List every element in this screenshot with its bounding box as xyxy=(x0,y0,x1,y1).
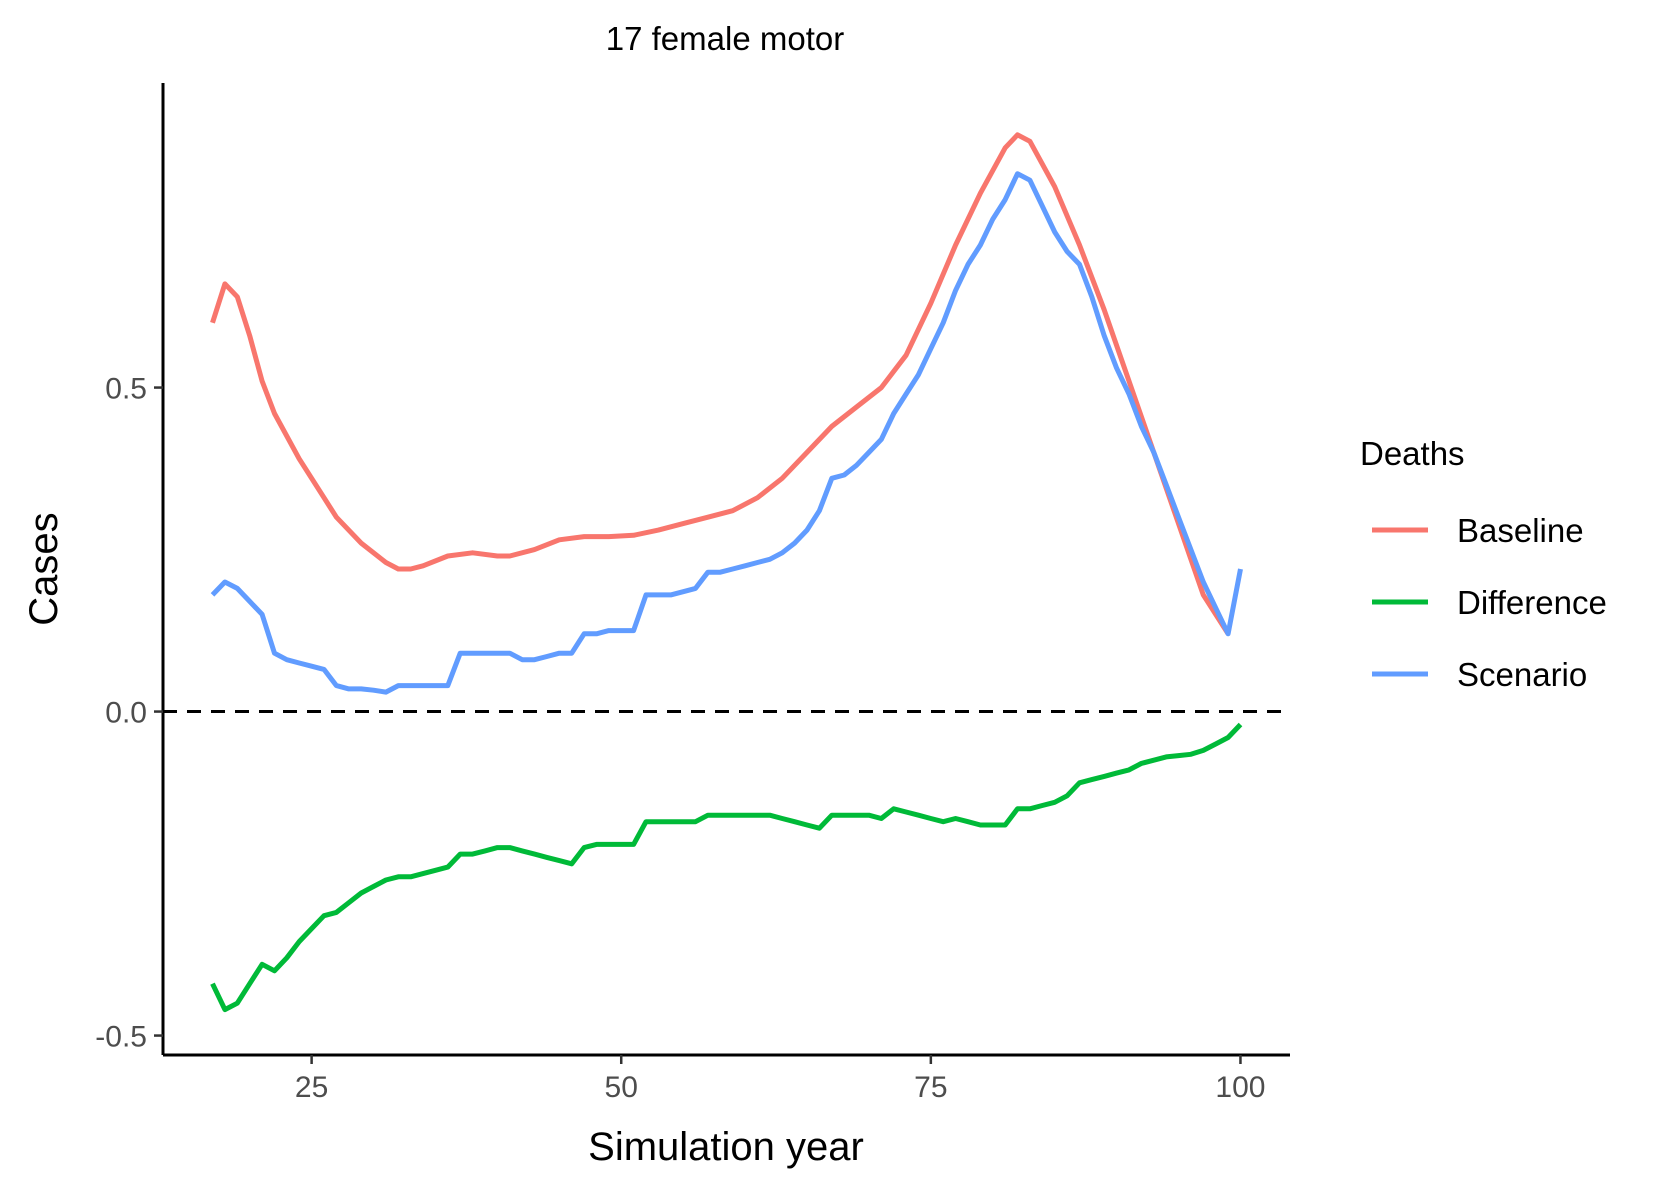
y-tick-label: 0.0 xyxy=(105,697,147,730)
y-axis-title: Cases xyxy=(22,512,66,625)
legend-label-scenario: Scenario xyxy=(1457,656,1587,693)
legend-label-difference: Difference xyxy=(1457,584,1607,621)
legend-title: Deaths xyxy=(1360,435,1465,472)
plot-title: 17 female motor xyxy=(606,20,844,57)
series-line-baseline xyxy=(210,132,1231,636)
x-tick-label: 50 xyxy=(605,1071,638,1104)
y-axis-ticks: -0.5 0.0 0.5 xyxy=(95,373,163,1054)
series-line-difference xyxy=(210,722,1243,1013)
legend: Deaths Baseline Difference Scenario xyxy=(1360,435,1607,693)
legend-label-baseline: Baseline xyxy=(1457,512,1584,549)
series-line-scenario xyxy=(210,171,1243,695)
x-tick-label: 25 xyxy=(295,1071,328,1104)
x-axis-title: Simulation year xyxy=(588,1125,864,1169)
y-tick-label: 0.5 xyxy=(105,373,147,406)
plot-area xyxy=(163,132,1290,1013)
x-tick-label: 100 xyxy=(1215,1071,1265,1104)
y-tick-label: -0.5 xyxy=(95,1021,147,1054)
x-tick-label: 75 xyxy=(914,1071,947,1104)
x-axis-ticks: 25 50 75 100 xyxy=(295,1055,1265,1104)
